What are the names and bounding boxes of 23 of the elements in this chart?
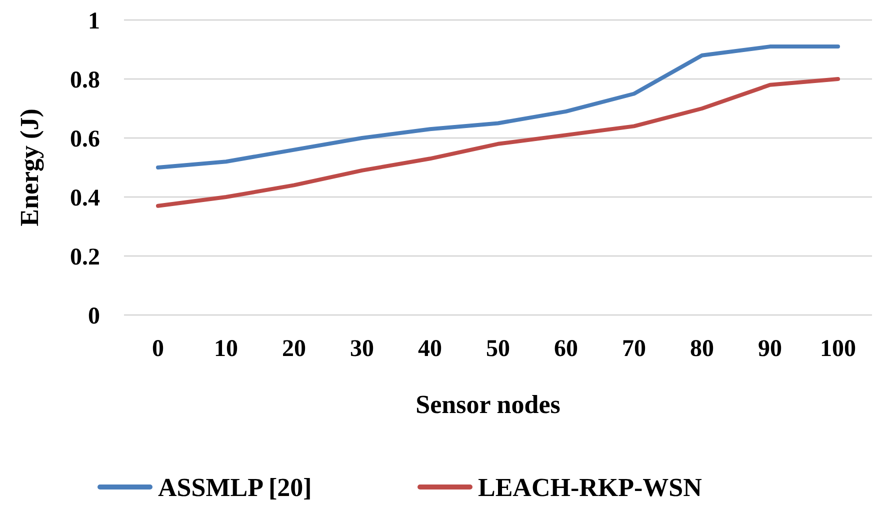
y-tick-label: 0.2 [70, 244, 100, 270]
x-tick-label: 30 [350, 336, 374, 362]
x-tick-label: 40 [418, 336, 442, 362]
y-tick-label: 0 [88, 303, 100, 330]
y-axis-title: Energy (J) [15, 108, 44, 226]
x-tick-label: 10 [214, 336, 238, 362]
x-tick-label: 50 [486, 336, 510, 362]
line-series [156, 77, 840, 208]
y-tick-label: 0.4 [70, 185, 100, 212]
x-axis-title: Sensor nodes [416, 390, 560, 419]
legend-label: ASSMLP [20] [158, 473, 312, 502]
legend-label: LEACH-RKP-WSN [478, 473, 702, 502]
y-tick-label: 0.8 [70, 67, 100, 94]
x-tick-label: 0 [152, 336, 164, 362]
x-tick-label: 90 [758, 336, 782, 362]
x-tick-label: 20 [282, 336, 306, 362]
line-series [156, 44, 840, 170]
x-tick-label: 60 [554, 336, 578, 362]
y-tick-label: 1 [88, 8, 100, 34]
y-tick-label: 0.6 [70, 126, 100, 152]
x-tick-label: 70 [622, 336, 646, 362]
x-tick-label: 100 [820, 336, 856, 362]
x-tick-label: 80 [690, 336, 714, 362]
